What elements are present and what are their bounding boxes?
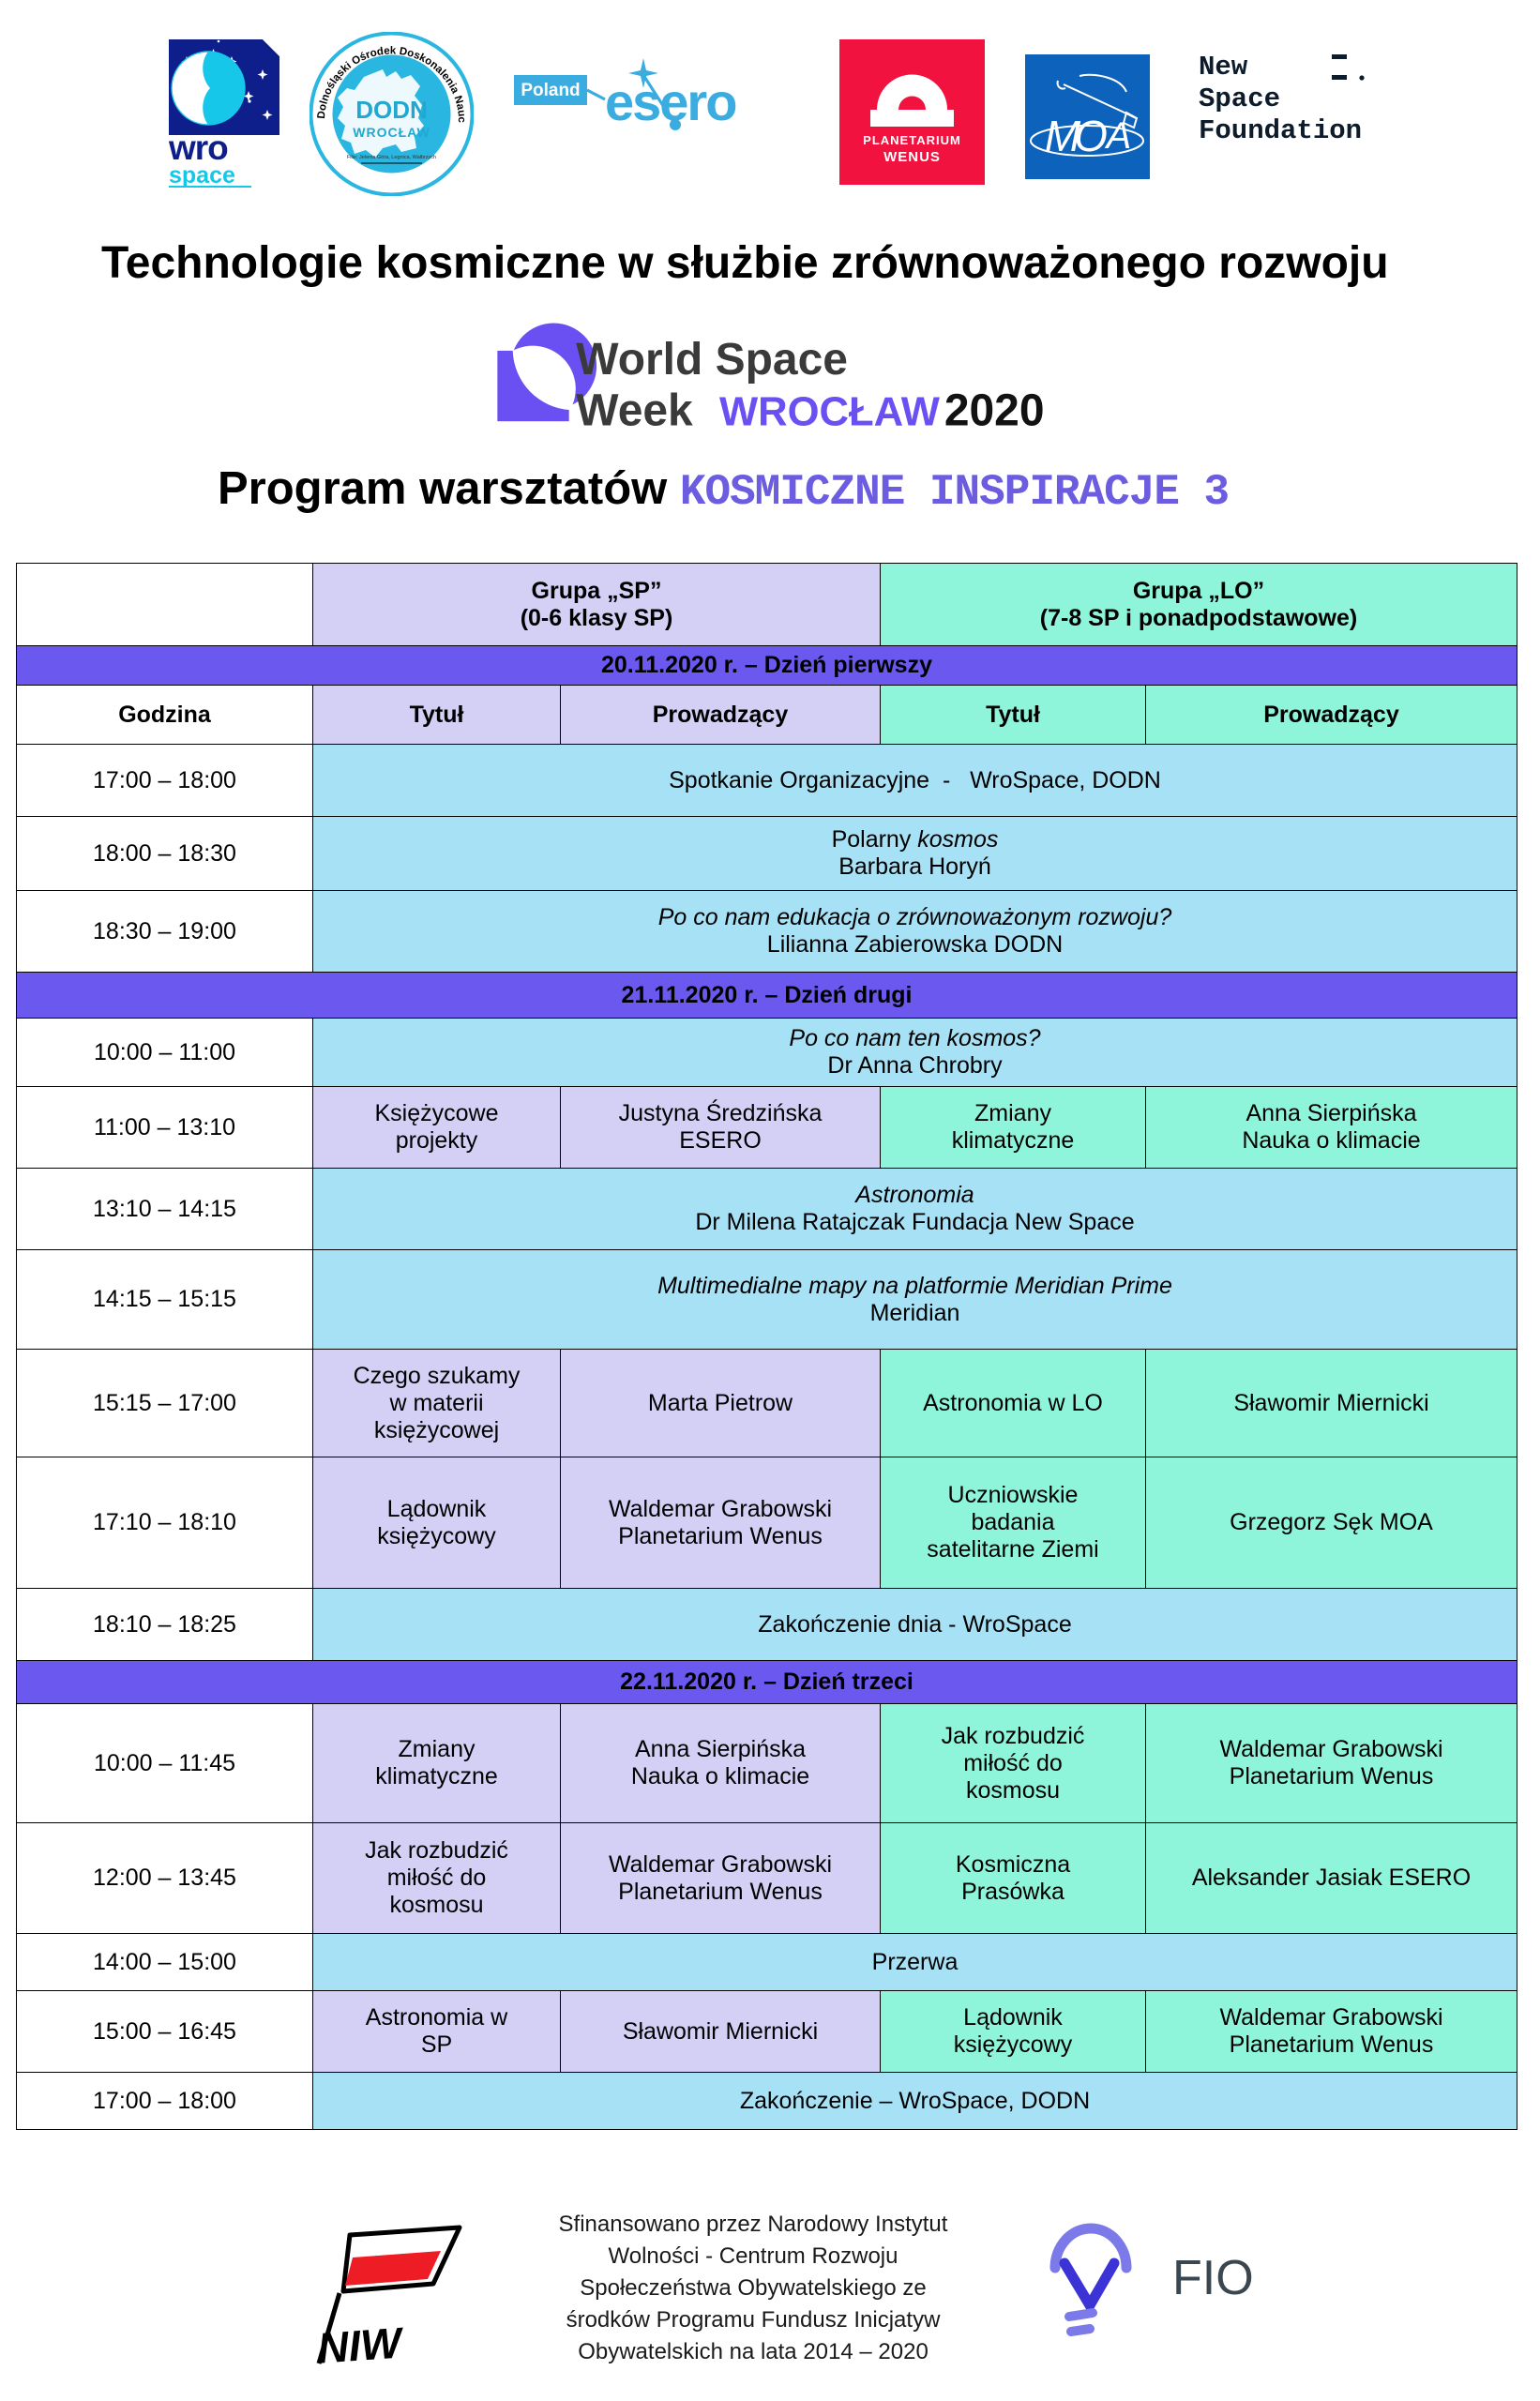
svg-text:esero: esero (605, 72, 736, 131)
svg-text:FIO: FIO (1172, 2251, 1254, 2305)
svg-text:WROCŁAW: WROCŁAW (719, 390, 941, 435)
svg-text:PLANETARIUM: PLANETARIUM (863, 133, 961, 147)
svg-text:World Space: World Space (576, 335, 848, 385)
svg-text:A: A (1105, 115, 1132, 157)
svg-text:space: space (169, 162, 235, 188)
svg-text:NIW: NIW (316, 2318, 406, 2372)
svg-text:WROCŁAW: WROCŁAW (353, 125, 430, 140)
svg-text:O: O (1074, 112, 1108, 160)
svg-text:2020: 2020 (944, 386, 1045, 436)
svg-text:DODN: DODN (355, 96, 428, 124)
svg-text:wro: wro (169, 128, 228, 167)
svg-text:Filie: Jelenia Góra, Legnica,: Filie: Jelenia Góra, Legnica, Wałbrzych (347, 155, 436, 160)
svg-text:Week: Week (576, 386, 693, 436)
svg-text:Poland: Poland (521, 81, 580, 100)
svg-text:WENUS: WENUS (883, 149, 941, 165)
